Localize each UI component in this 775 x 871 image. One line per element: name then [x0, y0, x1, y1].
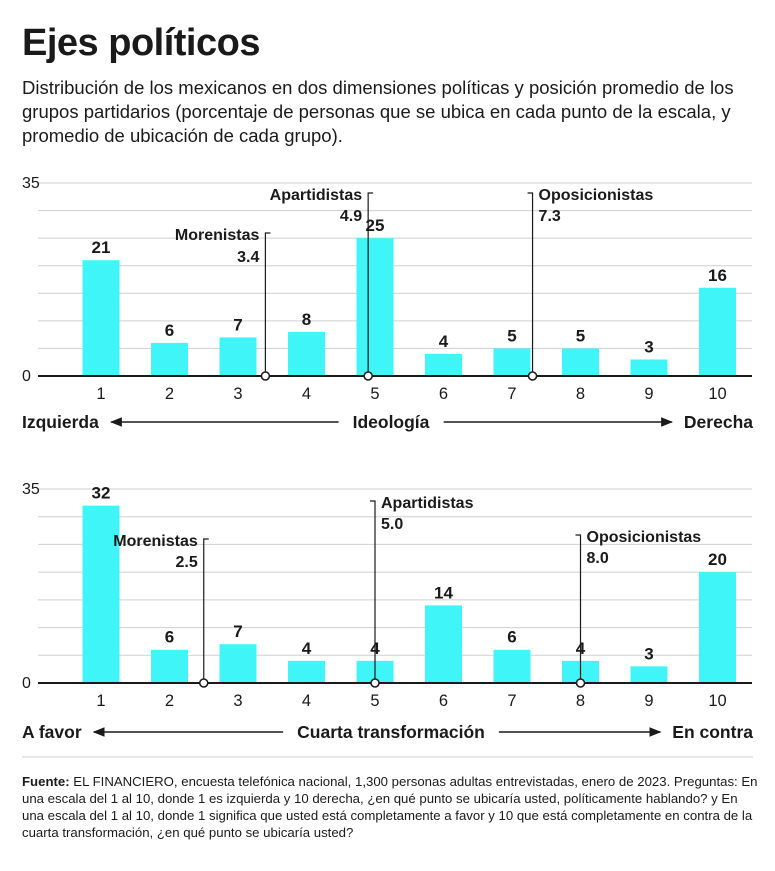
- bar: [630, 666, 668, 683]
- y-tick-label: 0: [22, 675, 31, 692]
- data-label: 20: [708, 550, 727, 569]
- y-tick-label: 0: [22, 368, 31, 385]
- bar: [699, 287, 736, 376]
- marker-dot: [260, 371, 271, 381]
- marker-dot: [363, 371, 373, 381]
- marker-name-label: Morenistas: [175, 227, 260, 244]
- bar: [151, 342, 188, 376]
- marker-leader-line: [527, 192, 534, 376]
- x-tick-label: 4: [302, 385, 311, 403]
- data-label: 6: [165, 321, 174, 340]
- page-subtitle: Distribución de los mexicanos en dos dim…: [22, 77, 734, 146]
- bar: [288, 331, 325, 376]
- data-label: 4: [439, 332, 449, 351]
- scale-left-label: Izquierda: [22, 412, 99, 432]
- data-label: 16: [708, 266, 727, 285]
- scale-center-label: Ideología: [353, 412, 430, 432]
- bar: [219, 337, 257, 376]
- marker-value-label: 4.9: [340, 208, 362, 225]
- bar: [151, 649, 188, 683]
- marker-value-label: 2.5: [176, 554, 198, 571]
- marker-value-label: 3.4: [237, 249, 259, 266]
- marker-value-label: 8.0: [587, 550, 609, 567]
- footer-note: Fuente: EL FINANCIERO, encuesta telefóni…: [22, 773, 762, 841]
- fourth-transformation-chart: 035 321627344451466748392010Morenistas2.5…: [22, 481, 753, 742]
- data-label: 14: [434, 583, 453, 602]
- bar: [493, 348, 531, 376]
- bar: [425, 605, 462, 683]
- scale-center-label: Cuarta transformación: [297, 722, 485, 742]
- data-label: 3: [644, 644, 653, 663]
- data-label: 32: [92, 484, 111, 503]
- marker-name-label: Oposicionistas: [587, 529, 702, 546]
- data-label: 21: [92, 238, 111, 257]
- data-label: 7: [233, 315, 242, 334]
- marker-dot: [575, 678, 586, 688]
- bar: [219, 644, 257, 683]
- y-tick-label: 35: [22, 481, 40, 498]
- marker-name-label: Morenistas: [113, 533, 198, 550]
- data-label: 25: [366, 216, 385, 235]
- marker-name-label: Oposicionistas: [539, 187, 654, 204]
- x-tick-label: 4: [302, 692, 311, 710]
- bar: [630, 359, 668, 376]
- data-label: 6: [507, 628, 516, 647]
- x-tick-label: 8: [576, 385, 585, 403]
- bar: [699, 572, 736, 683]
- scale-right-label: Derecha: [684, 412, 753, 432]
- data-label: 6: [165, 628, 174, 647]
- marker-leader-line: [575, 534, 582, 683]
- x-tick-label: 1: [96, 385, 105, 403]
- page-title: Ejes políticos: [22, 22, 260, 64]
- ideology-chart: 035211627384255465758391610Morenistas3.4…: [22, 175, 753, 432]
- data-label: 8: [302, 310, 311, 329]
- x-tick-label: 8: [576, 692, 585, 710]
- marker-leader-line: [370, 500, 376, 683]
- marker-dot: [527, 371, 538, 381]
- bar: [493, 649, 531, 683]
- x-tick-label: 2: [165, 692, 174, 710]
- bar: [562, 348, 599, 376]
- x-tick-label: 9: [644, 385, 653, 403]
- footer-source-text: EL FINANCIERO, encuesta telefónica nacio…: [22, 774, 758, 840]
- x-tick-label: 10: [708, 385, 726, 403]
- bar: [425, 353, 462, 376]
- bar: [288, 660, 325, 683]
- data-label: 4: [302, 639, 312, 658]
- scale-left-label: A favor: [22, 722, 82, 742]
- marker-leader-line: [203, 538, 209, 683]
- x-tick-label: 7: [507, 385, 516, 403]
- scale-right-label: En contra: [672, 722, 753, 742]
- marker-value-label: 7.3: [539, 208, 561, 225]
- marker-name-label: Apartidistas: [381, 495, 474, 512]
- y-tick-label: 35: [22, 175, 40, 192]
- data-label: 5: [507, 326, 516, 345]
- x-tick-label: 5: [370, 692, 379, 710]
- marker-dot: [370, 678, 380, 688]
- data-label: 7: [233, 622, 242, 641]
- data-label: 3: [644, 337, 653, 356]
- data-label: 5: [576, 326, 585, 345]
- x-tick-label: 1: [96, 692, 105, 710]
- x-tick-label: 2: [165, 385, 174, 403]
- bar: [82, 260, 120, 376]
- x-tick-label: 3: [233, 385, 242, 403]
- footer-source-label: Fuente:: [22, 774, 70, 789]
- bar: [82, 505, 120, 683]
- x-tick-label: 7: [507, 692, 516, 710]
- bar: [356, 238, 394, 376]
- marker-dot: [199, 678, 209, 688]
- charts-canvas: 035211627384255465758391610Morenistas3.4…: [22, 175, 753, 758]
- marker-leader-line: [367, 192, 374, 376]
- marker-leader-line: [264, 232, 271, 376]
- x-tick-label: 6: [439, 692, 448, 710]
- marker-name-label: Apartidistas: [270, 187, 363, 204]
- x-tick-label: 10: [708, 692, 726, 710]
- x-tick-label: 6: [439, 385, 448, 403]
- x-tick-label: 3: [233, 692, 242, 710]
- marker-value-label: 5.0: [381, 516, 403, 533]
- x-tick-label: 5: [370, 385, 379, 403]
- x-tick-label: 9: [644, 692, 653, 710]
